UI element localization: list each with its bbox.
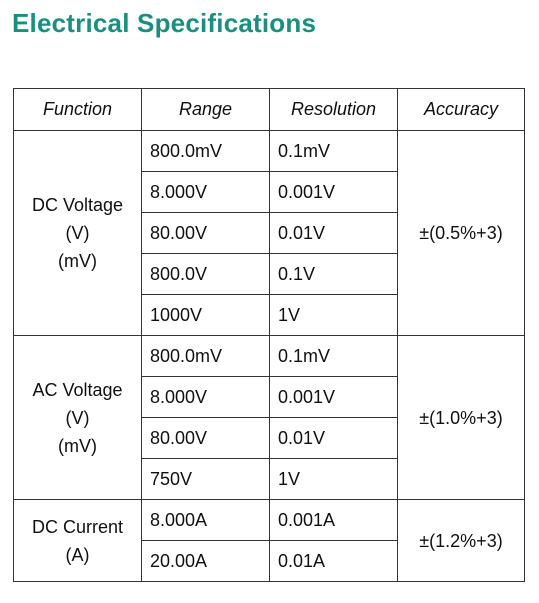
range-cell: 800.0V (141, 253, 270, 295)
resolution-cell: 0.1mV (269, 335, 398, 377)
range-cell: 80.00V (141, 417, 270, 459)
range-cell: 8.000V (141, 171, 270, 213)
resolution-cell: 0.001V (269, 376, 398, 418)
table-row: 80.00V 0.01V (14, 417, 525, 459)
table-row: 20.00A 0.01A (14, 540, 525, 582)
header-row: Function Range Resolution Accuracy (13, 88, 525, 131)
resolution-cell: 0.01V (269, 212, 398, 254)
range-cell: 8.000V (141, 376, 270, 418)
title: Electrical Specifications (12, 8, 317, 38)
function-line: (V) (65, 407, 90, 428)
function-cell: DC Current (A) (13, 499, 142, 582)
table-row: 8.000V 0.001V (14, 171, 525, 213)
spec-table: Function Range Resolution Accuracy DC Volta… (13, 88, 525, 582)
column-header: Range (141, 88, 270, 131)
resolution-cell: 0.1mV (269, 130, 398, 172)
function-line: (mV) (58, 251, 97, 271)
accuracy-cell: ±(1.2%+3) (397, 499, 525, 582)
function-cell: AC Voltage (V) (mV) (13, 335, 142, 500)
table-row: DC Current (A) 8.000A 0.001A ±(1.2%+3) (13, 499, 525, 582)
function-line: (mV) (58, 435, 97, 456)
range-cell: 20.00A (141, 540, 270, 582)
accuracy-cell: ±(0.5%+3) (397, 130, 525, 336)
table-row: 1000V 1V (14, 294, 525, 336)
table-row: 8.000V 0.001V (14, 376, 525, 418)
range-cell: 800.0mV (141, 130, 270, 172)
table-row: 800.0V 0.1V (14, 253, 525, 295)
range-cell: 8.000A (141, 499, 270, 541)
resolution-cell: 0.01A (269, 540, 398, 582)
range-cell: 1000V (141, 294, 270, 336)
function-line: DC Voltage (31, 195, 124, 215)
function-line: (V) (65, 223, 90, 243)
resolution-cell: 0.001V (269, 171, 398, 213)
function-cell: DC Voltage (V) (mV) (13, 130, 142, 336)
accuracy-cell: ±(1.0%+3) (397, 335, 525, 500)
table-row: 80.00V 0.01V (14, 212, 525, 254)
range-cell: 80.00V (141, 212, 270, 254)
resolution-cell: 1V (269, 458, 398, 500)
resolution-cell: 1V (269, 294, 398, 336)
table-body: DC Voltage (V) (mV) 800.0mV 0.1mV ±(0.5%+3) 8.… (13, 130, 525, 582)
function-line: (A) (65, 544, 90, 565)
table-row: AC Voltage (V) (mV) 800.0mV 0.1mV ±(1.0%+3) (13, 335, 525, 500)
resolution-cell: 0.1V (269, 253, 398, 295)
column-header: Accuracy (397, 88, 525, 131)
range-cell: 750V (141, 458, 270, 500)
column-header: Function (13, 88, 142, 131)
function-line: AC Voltage (32, 379, 123, 400)
table-row: DC Voltage (V) (mV) 800.0mV 0.1mV ±(0.5%+3) (13, 130, 525, 336)
column-header: Resolution (269, 88, 398, 131)
resolution-cell: 0.001A (269, 499, 398, 541)
function-line: DC Current (31, 516, 124, 537)
table-row: 750V 1V (14, 458, 525, 500)
resolution-cell: 0.01V (269, 417, 398, 459)
range-cell: 800.0mV (141, 335, 270, 377)
